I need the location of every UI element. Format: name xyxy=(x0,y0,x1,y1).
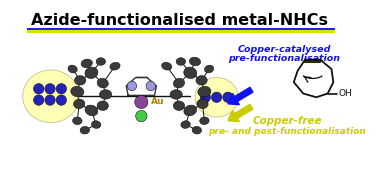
Ellipse shape xyxy=(23,70,79,123)
Ellipse shape xyxy=(99,90,112,99)
Ellipse shape xyxy=(81,59,92,68)
Ellipse shape xyxy=(196,76,207,85)
Text: Copper-free: Copper-free xyxy=(253,116,322,126)
Ellipse shape xyxy=(56,95,67,105)
Ellipse shape xyxy=(174,78,184,88)
Ellipse shape xyxy=(110,62,120,70)
Ellipse shape xyxy=(184,105,197,116)
Text: OH: OH xyxy=(339,89,353,98)
Ellipse shape xyxy=(96,58,105,65)
Ellipse shape xyxy=(198,86,211,97)
Ellipse shape xyxy=(162,62,172,70)
Ellipse shape xyxy=(71,86,84,97)
Ellipse shape xyxy=(197,99,208,109)
Text: Copper-catalysed: Copper-catalysed xyxy=(238,45,331,54)
Ellipse shape xyxy=(85,67,98,78)
Ellipse shape xyxy=(45,84,55,94)
Ellipse shape xyxy=(56,84,67,94)
Ellipse shape xyxy=(97,78,108,88)
Ellipse shape xyxy=(34,95,44,105)
Ellipse shape xyxy=(74,76,86,85)
Ellipse shape xyxy=(192,126,201,134)
Text: Azide-functionalised metal-NHCs: Azide-functionalised metal-NHCs xyxy=(31,12,328,28)
Ellipse shape xyxy=(97,101,108,110)
Ellipse shape xyxy=(45,95,55,105)
FancyArrow shape xyxy=(228,87,253,105)
Ellipse shape xyxy=(127,81,136,91)
Ellipse shape xyxy=(34,84,44,94)
Ellipse shape xyxy=(146,81,155,91)
Ellipse shape xyxy=(181,121,190,128)
Ellipse shape xyxy=(184,67,197,78)
Ellipse shape xyxy=(223,92,233,102)
Ellipse shape xyxy=(211,92,222,102)
Ellipse shape xyxy=(91,121,101,128)
Ellipse shape xyxy=(80,126,90,134)
Ellipse shape xyxy=(189,57,201,66)
Ellipse shape xyxy=(200,117,209,124)
Ellipse shape xyxy=(73,117,82,124)
Ellipse shape xyxy=(135,95,148,109)
Ellipse shape xyxy=(176,58,186,65)
Ellipse shape xyxy=(174,101,184,110)
Ellipse shape xyxy=(170,90,182,99)
Ellipse shape xyxy=(195,77,238,117)
FancyArrow shape xyxy=(228,104,253,122)
Ellipse shape xyxy=(136,110,147,122)
Ellipse shape xyxy=(204,65,214,73)
Ellipse shape xyxy=(85,105,98,116)
Ellipse shape xyxy=(200,92,211,102)
Text: pre- and post-functionalisation: pre- and post-functionalisation xyxy=(208,127,366,136)
Text: Au: Au xyxy=(151,97,164,107)
Text: pre-functionalisation: pre-functionalisation xyxy=(228,54,341,63)
Ellipse shape xyxy=(68,65,77,73)
Ellipse shape xyxy=(74,99,85,109)
